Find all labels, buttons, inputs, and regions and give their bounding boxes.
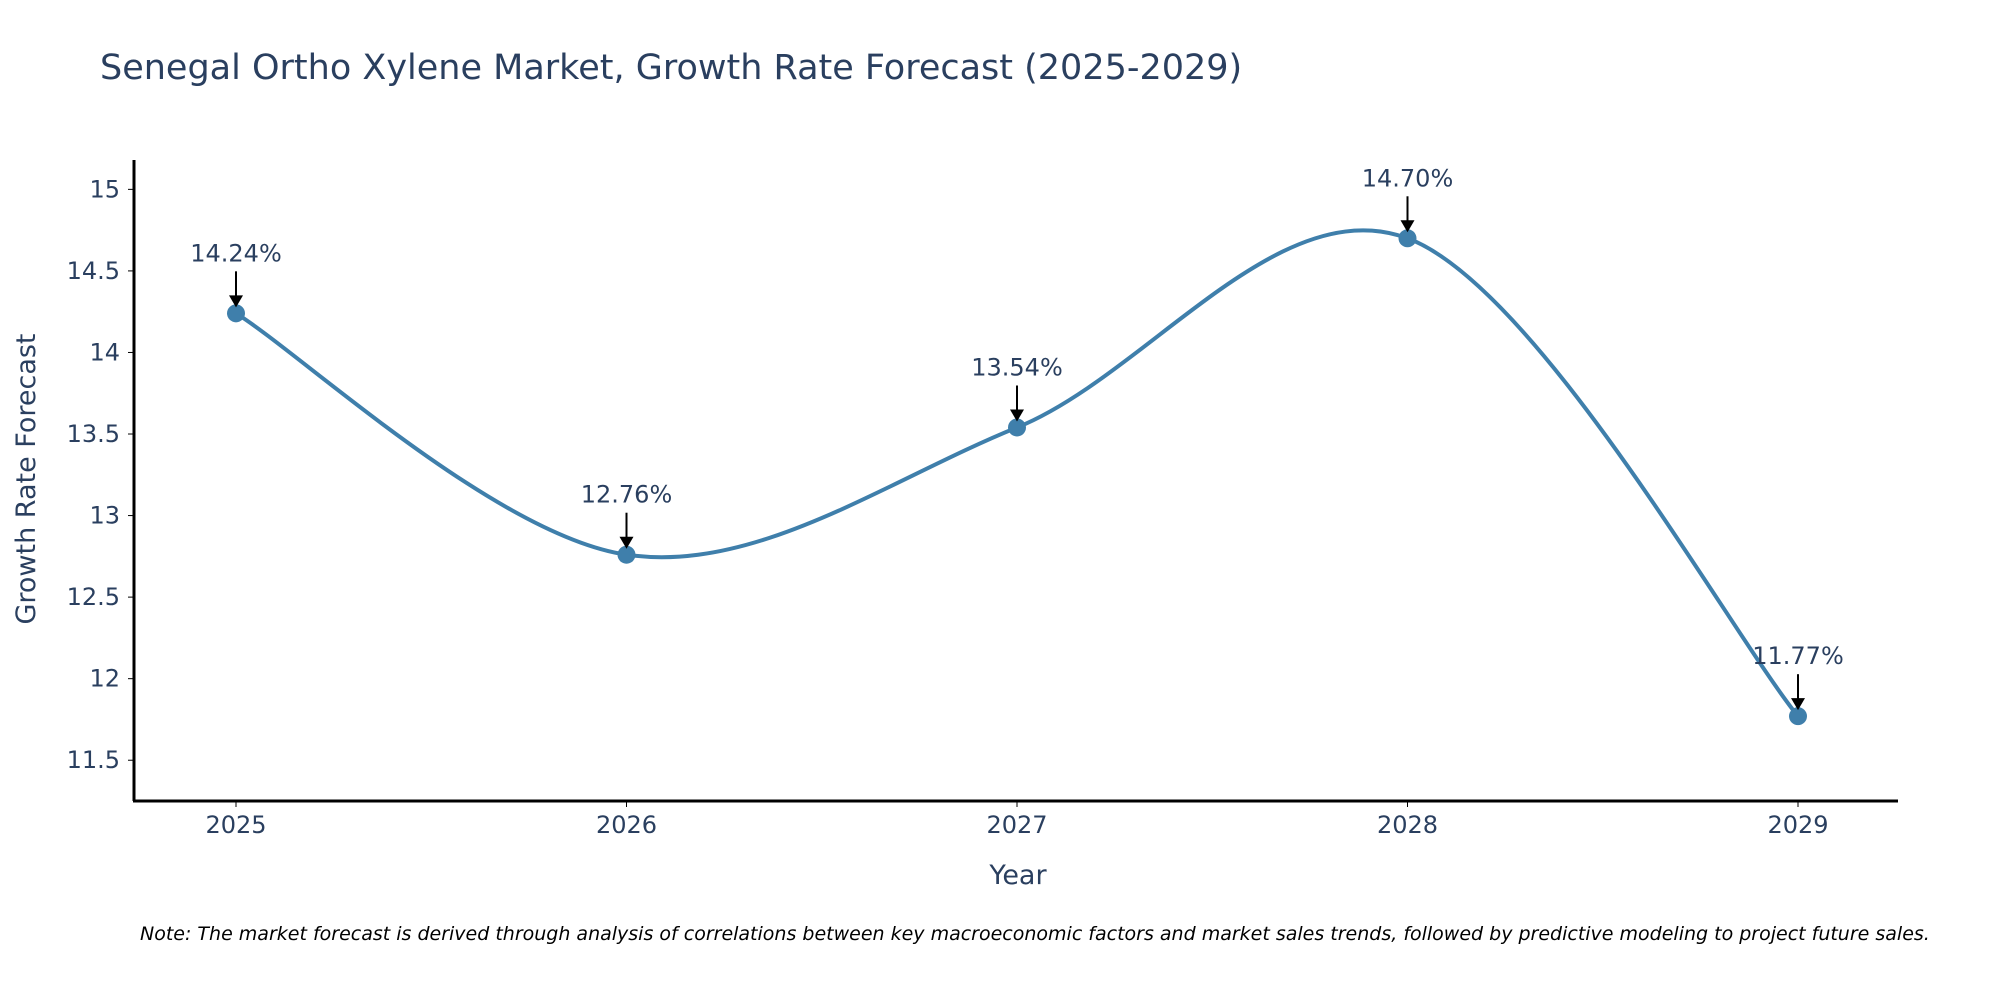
chart-title: Senegal Ortho Xylene Market, Growth Rate… <box>100 48 1242 88</box>
data-point[interactable] <box>227 304 245 323</box>
y-tick-label: 14 <box>89 338 120 366</box>
series-line-group <box>234 228 1800 718</box>
y-tick-label: 13 <box>89 502 120 530</box>
x-tick-label: 2029 <box>1767 811 1828 839</box>
y-tick-label: 15 <box>89 175 120 203</box>
y-axis-title: Growth Rate Forecast <box>11 333 42 624</box>
axes <box>132 160 1898 803</box>
data-point[interactable] <box>617 545 636 564</box>
y-tick-label: 13.5 <box>67 420 120 448</box>
data-label: 14.70% <box>1362 164 1454 192</box>
y-tick-label: 12.5 <box>67 583 120 611</box>
annotation-arrow-head <box>229 295 243 308</box>
annotation-arrow-head <box>619 536 634 549</box>
data-label: 11.77% <box>1752 642 1844 670</box>
data-points <box>227 229 1807 726</box>
data-label: 12.76% <box>581 481 673 509</box>
data-point[interactable] <box>1789 707 1807 726</box>
x-tick-label: 2025 <box>205 811 266 839</box>
series-line <box>234 228 1800 718</box>
data-point[interactable] <box>1008 418 1026 437</box>
annotation-arrow-head <box>1010 409 1024 422</box>
x-tick-label: 2026 <box>596 811 657 839</box>
data-point[interactable] <box>1398 229 1417 248</box>
annotation-arrow-head <box>1400 220 1415 233</box>
y-axis-ticks: 11.5 12 12.5 13 13.5 14 14.5 15 <box>67 175 134 774</box>
footnote: Note: The market forecast is derived thr… <box>140 923 1930 945</box>
x-axis-ticks: 2025 2026 2027 2028 2029 <box>205 801 1829 839</box>
y-tick-label: 12 <box>89 665 120 693</box>
annotation-arrow-head <box>1791 698 1805 711</box>
x-tick-label: 2028 <box>1377 811 1438 839</box>
x-tick-label: 2027 <box>986 811 1047 839</box>
data-label-annotations: 14.24% 12.76% 13.54% 14.70% 11.77% <box>190 164 1844 711</box>
y-tick-label: 11.5 <box>67 746 120 774</box>
x-axis-title: Year <box>988 860 1047 891</box>
data-label: 13.54% <box>971 353 1063 381</box>
y-tick-label: 14.5 <box>67 257 120 285</box>
data-label: 14.24% <box>190 239 282 267</box>
